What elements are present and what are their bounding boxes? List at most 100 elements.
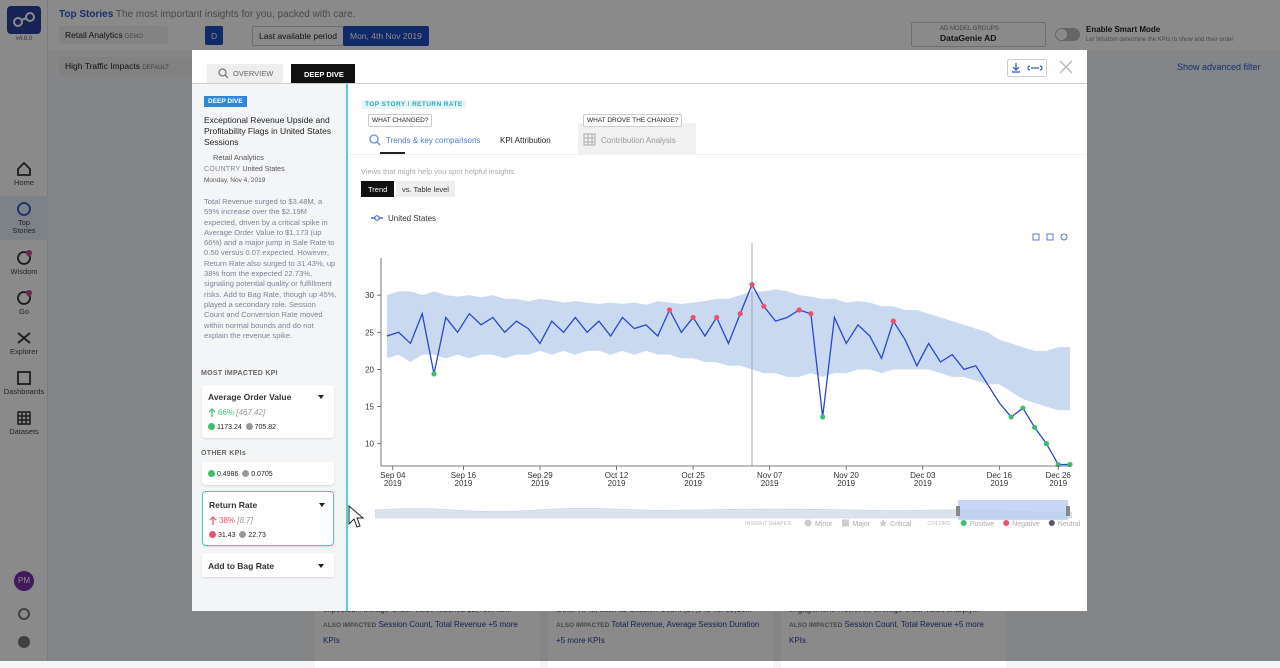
kpi-name: Return Rate bbox=[209, 500, 258, 510]
tab-trends[interactable]: Trends & key comparisons bbox=[386, 136, 481, 145]
nav-go[interactable]: Go bbox=[0, 290, 48, 316]
close[interactable] bbox=[1059, 60, 1073, 74]
model: DataGenie AD bbox=[940, 33, 997, 43]
color-label: Neutral bbox=[1058, 521, 1081, 528]
expected: 705.82 bbox=[254, 424, 277, 431]
smart-mode: Enable Smart Mode Let Wisdom determine th… bbox=[1086, 25, 1233, 43]
page-title: Top Stories bbox=[59, 9, 114, 20]
nav-datasets[interactable]: Datasets bbox=[0, 410, 48, 436]
tab-deep-dive[interactable]: DEEP DIVE bbox=[291, 64, 355, 84]
caret bbox=[318, 564, 324, 568]
x-tick-label: Sep 16 2019 bbox=[451, 471, 477, 488]
settings-icon[interactable] bbox=[17, 607, 31, 621]
workspace-select[interactable]: Retail Analytics DEMO bbox=[59, 26, 168, 44]
story-title: Exceptional Revenue Upside and Profitabi… bbox=[204, 115, 332, 147]
navigator bbox=[375, 500, 1072, 520]
x-tick-label: Oct 25 2019 bbox=[681, 471, 705, 488]
model-select[interactable]: AD MODEL GROUPS DataGenie AD bbox=[911, 22, 1046, 47]
also-label: ALSO IMPACTED bbox=[556, 622, 610, 629]
hint: Views that might help you spot helpful i… bbox=[361, 167, 515, 176]
top-bar: Top Stories The most important insights … bbox=[48, 0, 1280, 50]
shape-icon bbox=[879, 519, 888, 527]
nav-explorer[interactable]: Explorer bbox=[0, 330, 48, 356]
series-line bbox=[386, 282, 1070, 466]
view-select[interactable]: High Traffic Impacts DEFAULT bbox=[59, 57, 195, 75]
kpi-card[interactable]: Average Order Value 66% [467.42] 1173.24… bbox=[202, 385, 334, 438]
also: Total Revenue, Average Session Duration … bbox=[556, 620, 760, 645]
kpi-card-selected[interactable]: Return Rate 38% [8.7] 31.43 22.73 bbox=[202, 491, 334, 546]
change: 38% bbox=[219, 516, 236, 525]
nav-home[interactable]: Home bbox=[0, 161, 48, 187]
tab-contribution[interactable]: Contribution Analysis bbox=[601, 136, 676, 145]
x-tick-label: Dec 26 2019 bbox=[1046, 471, 1072, 488]
smart-mode-label: Enable Smart Mode bbox=[1086, 25, 1161, 34]
color-label: Negative bbox=[1012, 521, 1040, 528]
chart-tools[interactable] bbox=[1030, 232, 1072, 242]
nav-label: Wisdom bbox=[10, 267, 38, 276]
date-button[interactable]: Mon, 4th Nov 2019 bbox=[343, 26, 429, 46]
smart-toggle[interactable] bbox=[1055, 28, 1080, 41]
x-tick-label: Nov 20 2019 bbox=[834, 471, 860, 488]
avatar[interactable]: PM bbox=[14, 571, 34, 591]
nav-dashboards[interactable]: Dashboards bbox=[0, 370, 48, 396]
kpi-change: 66% [467.42] bbox=[218, 408, 265, 417]
country: United States bbox=[242, 166, 285, 173]
shape-label: Major bbox=[853, 521, 871, 528]
y-tick-label: 10 bbox=[365, 440, 374, 449]
anomaly-point bbox=[749, 281, 755, 288]
toggle-table[interactable]: vs. Table level bbox=[396, 181, 455, 197]
toggle-trend[interactable]: Trend bbox=[361, 181, 395, 197]
workspace-tag: DEMO bbox=[125, 34, 144, 40]
actions[interactable] bbox=[1007, 59, 1047, 77]
story-country: COUNTRY United States bbox=[204, 166, 285, 173]
granularity[interactable]: D bbox=[205, 26, 223, 45]
anomaly-point bbox=[737, 311, 743, 317]
tab-kpi[interactable]: KPI Attribution bbox=[500, 136, 551, 145]
story-date: Monday, Nov 4, 2019 bbox=[204, 177, 266, 184]
also: Session Count, Total Revenue +5 more KPI… bbox=[323, 620, 518, 645]
sidebar: v4.8.0 Home Top Stories Wisdom Go Explor… bbox=[0, 0, 48, 661]
kpi-values: 0.4986 0.0705 bbox=[208, 470, 273, 478]
what-drove: WHAT DROVE THE CHANGE? bbox=[583, 114, 683, 127]
anomaly-point bbox=[820, 414, 826, 420]
kpi-values: 1173.24 705.82 bbox=[208, 423, 276, 431]
nav-label: Dashboards bbox=[3, 387, 45, 396]
kpi-card[interactable]: Add to Bag Rate bbox=[202, 553, 334, 577]
story-summary: Total Revenue surged to $3.48M, a 59% in… bbox=[204, 197, 337, 340]
shape-label: Minor bbox=[815, 521, 833, 528]
legend-label: United States bbox=[388, 214, 436, 223]
grid-icon bbox=[583, 133, 596, 146]
x-tick-label: Dec 03 2019 bbox=[910, 471, 936, 488]
x-tick-label: Nov 07 2019 bbox=[757, 471, 783, 488]
up-arrow bbox=[209, 516, 217, 525]
actual: 1173.24 bbox=[216, 424, 242, 431]
nav-wisdom[interactable]: Wisdom bbox=[0, 250, 48, 276]
workspace: Retail Analytics bbox=[65, 30, 123, 40]
also-label: ALSO IMPACTED bbox=[789, 622, 843, 629]
kpi-card[interactable]: 0.4986 0.0705 bbox=[202, 462, 334, 485]
page-heading: Top Stories The most important insights … bbox=[59, 9, 355, 20]
anomaly-point bbox=[431, 371, 437, 377]
color-swatch bbox=[1048, 520, 1055, 526]
caret bbox=[318, 395, 324, 399]
anomaly-point bbox=[1020, 405, 1026, 411]
x-tick-label: Oct 12 2019 bbox=[605, 471, 629, 488]
anomaly-point bbox=[761, 303, 767, 309]
shapes-label: INSIGHT SHAPES bbox=[745, 521, 791, 527]
tab-border bbox=[192, 83, 1087, 84]
view-tag: DEFAULT bbox=[142, 65, 169, 71]
modal: OVERVIEW DEEP DIVE DEEP DIVE Exceptional… bbox=[192, 50, 1087, 611]
anomaly-point bbox=[1043, 441, 1050, 447]
nav-label: Go bbox=[18, 307, 29, 316]
shape-icon bbox=[804, 519, 812, 527]
nav-top-stories[interactable]: Top Stories bbox=[0, 196, 48, 240]
advanced-filter[interactable]: Show advanced filter bbox=[1177, 62, 1261, 72]
help-icon[interactable] bbox=[17, 635, 31, 649]
anomaly-point bbox=[890, 318, 896, 324]
version: v4.8.0 bbox=[15, 36, 33, 42]
actual: 0.4986 bbox=[216, 471, 239, 478]
tab-overview[interactable]: OVERVIEW bbox=[207, 64, 283, 83]
breadcrumb: TOP STORY / RETURN RATE bbox=[362, 100, 466, 109]
tabs-border bbox=[349, 154, 1087, 155]
